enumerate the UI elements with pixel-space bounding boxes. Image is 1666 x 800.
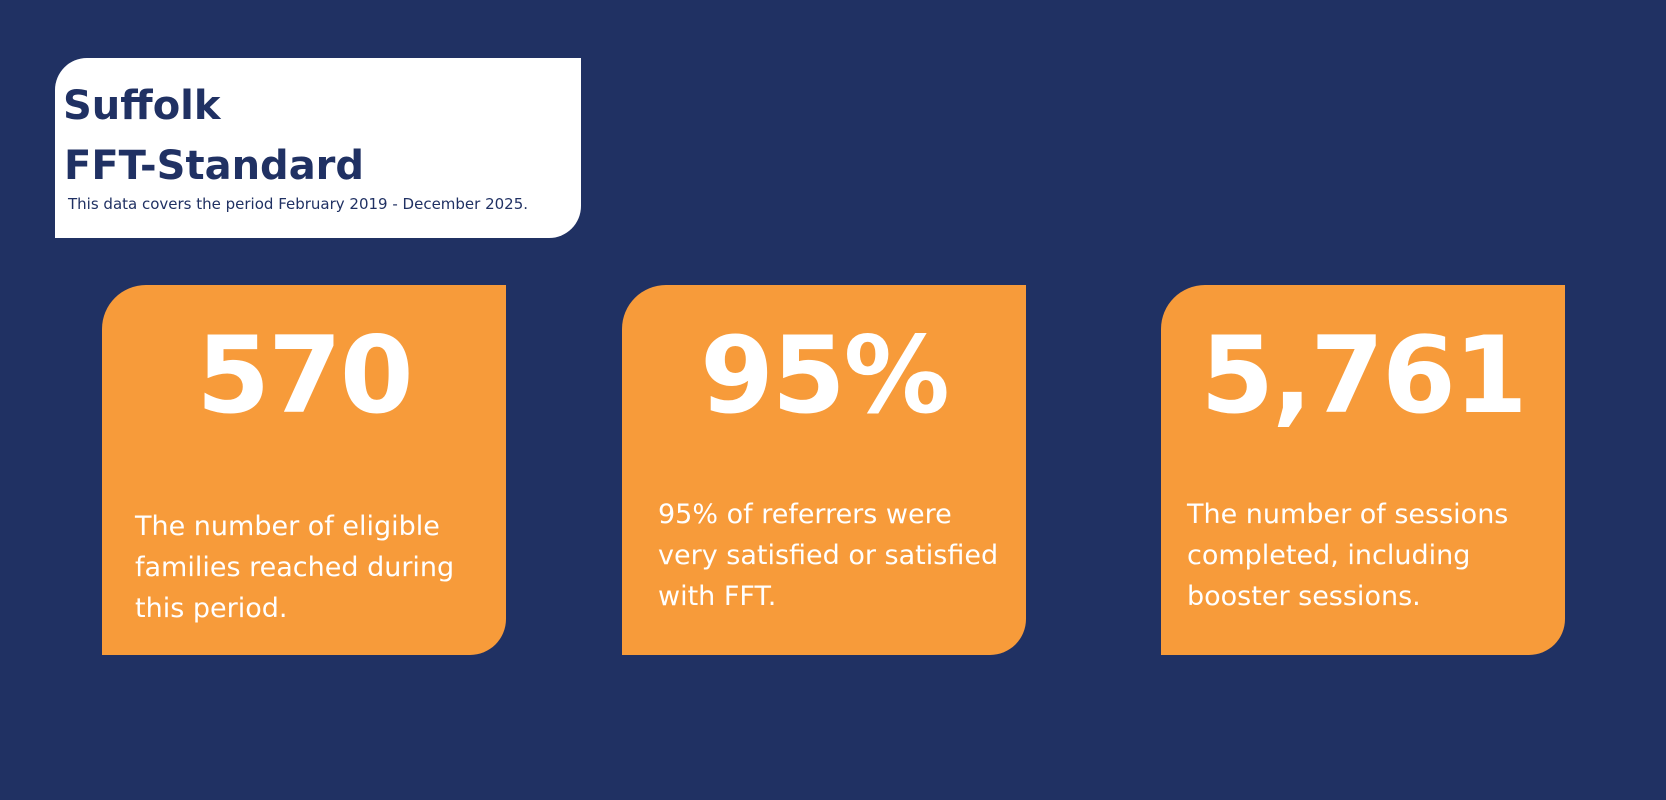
title-card: Suffolk FFT-Standard This data covers th… (55, 58, 581, 238)
region-title: Suffolk (63, 83, 221, 129)
stat-card-satisfaction: 95% 95% of referrers were very satisfied… (622, 285, 1026, 655)
stat-value: 570 (196, 314, 413, 437)
stat-description: The number of eligible families reached … (135, 511, 455, 624)
period-note: This data covers the period February 201… (68, 195, 529, 213)
stat-value: 5,761 (1200, 314, 1527, 437)
stat-card-families: 570 The number of eligible families reac… (102, 285, 506, 655)
stat-value: 95% (700, 314, 950, 437)
stat-card-sessions: 5,761 The number of sessions completed, … (1161, 285, 1565, 655)
stat-description: The number of sessions completed, includ… (1187, 499, 1509, 612)
program-title: FFT-Standard (64, 143, 365, 189)
stat-description: 95% of referrers were very satisfied or … (658, 499, 999, 612)
